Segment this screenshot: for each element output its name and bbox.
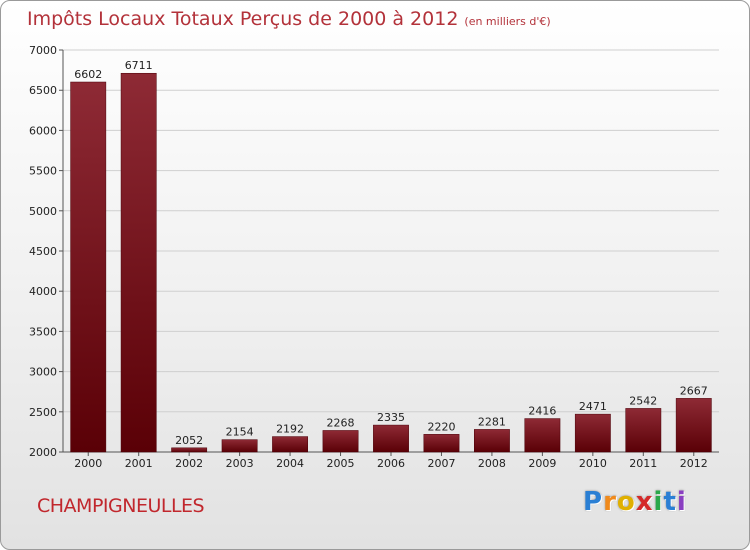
bar-2010: [574, 413, 611, 453]
bar-2001: [120, 72, 157, 453]
value-label-2001: 6711: [125, 59, 153, 72]
y-tick-label: 5500: [29, 165, 57, 178]
bar-2005: [322, 430, 359, 453]
value-label-2003: 2154: [226, 426, 254, 439]
bar-2007: [423, 434, 460, 453]
y-tick-label: 3500: [29, 325, 57, 338]
value-label-2007: 2220: [427, 420, 455, 433]
x-tick-label-2003: 2003: [226, 457, 254, 470]
y-tick-label: 2500: [29, 406, 57, 419]
value-label-2011: 2542: [629, 394, 657, 407]
bar-2008: [474, 429, 510, 453]
x-tick-label-2002: 2002: [175, 457, 203, 470]
y-tick-label: 6000: [29, 124, 57, 137]
chart-title: Impôts Locaux Totaux Perçus de 2000 à 20…: [27, 8, 551, 30]
x-tick-label-2004: 2004: [276, 457, 304, 470]
value-label-2006: 2335: [377, 411, 405, 424]
logo-letter: P: [583, 487, 604, 517]
bar-2009: [524, 418, 561, 453]
value-label-2010: 2471: [579, 400, 607, 413]
value-label-2012: 2667: [680, 384, 708, 397]
chart-title-text: Impôts Locaux Totaux Perçus de 2000 à 20…: [27, 8, 459, 30]
x-tick-label-2012: 2012: [680, 457, 708, 470]
x-tick-label-2009: 2009: [528, 457, 556, 470]
logo-letter: i: [653, 487, 664, 517]
bar-2006: [373, 424, 409, 453]
x-tick-label-2010: 2010: [579, 457, 607, 470]
location-name: CHAMPIGNEULLES: [37, 495, 205, 517]
x-tick-label-2008: 2008: [478, 457, 506, 470]
logo-letter: i: [676, 487, 687, 517]
value-label-2008: 2281: [478, 415, 506, 428]
y-tick-label: 3000: [29, 366, 57, 379]
grid-lines: [63, 49, 719, 453]
logo-letter: o: [616, 487, 636, 517]
y-tick-label: 4500: [29, 245, 57, 258]
value-label-2000: 6602: [74, 68, 102, 81]
value-label-2009: 2416: [528, 405, 556, 418]
logo-letter: r: [603, 487, 617, 517]
x-tick-label-2007: 2007: [427, 457, 455, 470]
logo-letter: x: [635, 487, 654, 517]
y-tick-label: 5000: [29, 205, 57, 218]
y-tick-label: 2000: [29, 446, 57, 459]
logo-letter: t: [663, 487, 677, 517]
value-label-2002: 2052: [175, 434, 203, 447]
bar-2012: [675, 398, 712, 453]
value-label-2004: 2192: [276, 423, 304, 436]
x-tick-label-2005: 2005: [327, 457, 355, 470]
bar-2000: [70, 81, 107, 453]
bar-2004: [272, 436, 308, 453]
proxiti-logo[interactable]: Proxiti: [583, 487, 687, 517]
chart-subtitle: (en milliers d'€): [464, 15, 551, 28]
value-label-2005: 2268: [327, 416, 355, 429]
bar-2011: [625, 408, 662, 453]
bars: [70, 72, 712, 453]
bar-2003: [221, 439, 258, 453]
x-tick-label-2000: 2000: [74, 457, 102, 470]
bar-2002: [171, 447, 208, 453]
y-tick-label: 7000: [29, 44, 57, 57]
y-tick-label: 4000: [29, 285, 57, 298]
y-tick-label: 6500: [29, 84, 57, 97]
x-tick-label-2006: 2006: [377, 457, 405, 470]
x-tick-label-2001: 2001: [125, 457, 153, 470]
x-tick-label-2011: 2011: [629, 457, 657, 470]
labels: 6602 2000 6711 2001 2052 2002 2154 2003 2192 2004…: [74, 59, 708, 470]
